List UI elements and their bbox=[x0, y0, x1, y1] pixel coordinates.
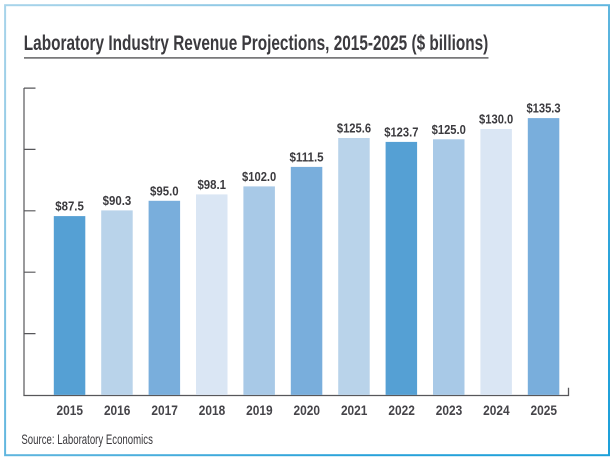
svg-text:Laboratory Industry Revenue Pr: Laboratory Industry Revenue Projections,… bbox=[24, 32, 489, 55]
svg-text:$98.1: $98.1 bbox=[197, 177, 226, 192]
svg-text:2020: 2020 bbox=[294, 403, 321, 418]
svg-text:2016: 2016 bbox=[104, 403, 131, 418]
svg-text:2023: 2023 bbox=[436, 403, 463, 418]
svg-text:2022: 2022 bbox=[388, 403, 415, 418]
svg-text:$130.0: $130.0 bbox=[479, 112, 513, 127]
svg-text:$125.6: $125.6 bbox=[337, 121, 371, 136]
svg-text:$95.0: $95.0 bbox=[150, 183, 179, 198]
svg-text:$90.3: $90.3 bbox=[103, 193, 132, 208]
svg-text:2015: 2015 bbox=[57, 403, 84, 418]
svg-text:2024: 2024 bbox=[483, 403, 510, 418]
svg-text:$125.0: $125.0 bbox=[432, 122, 466, 137]
svg-text:2021: 2021 bbox=[341, 403, 368, 418]
svg-text:$135.3: $135.3 bbox=[526, 101, 560, 116]
svg-text:2025: 2025 bbox=[531, 403, 558, 418]
svg-text:2017: 2017 bbox=[151, 403, 178, 418]
svg-text:$87.5: $87.5 bbox=[55, 199, 84, 214]
svg-text:$111.5: $111.5 bbox=[289, 149, 323, 164]
svg-text:Source: Laboratory Economics: Source: Laboratory Economics bbox=[21, 432, 153, 447]
svg-text:2019: 2019 bbox=[246, 403, 273, 418]
svg-text:$123.7: $123.7 bbox=[384, 124, 418, 139]
svg-text:$102.0: $102.0 bbox=[242, 169, 276, 184]
svg-text:2018: 2018 bbox=[199, 403, 226, 418]
